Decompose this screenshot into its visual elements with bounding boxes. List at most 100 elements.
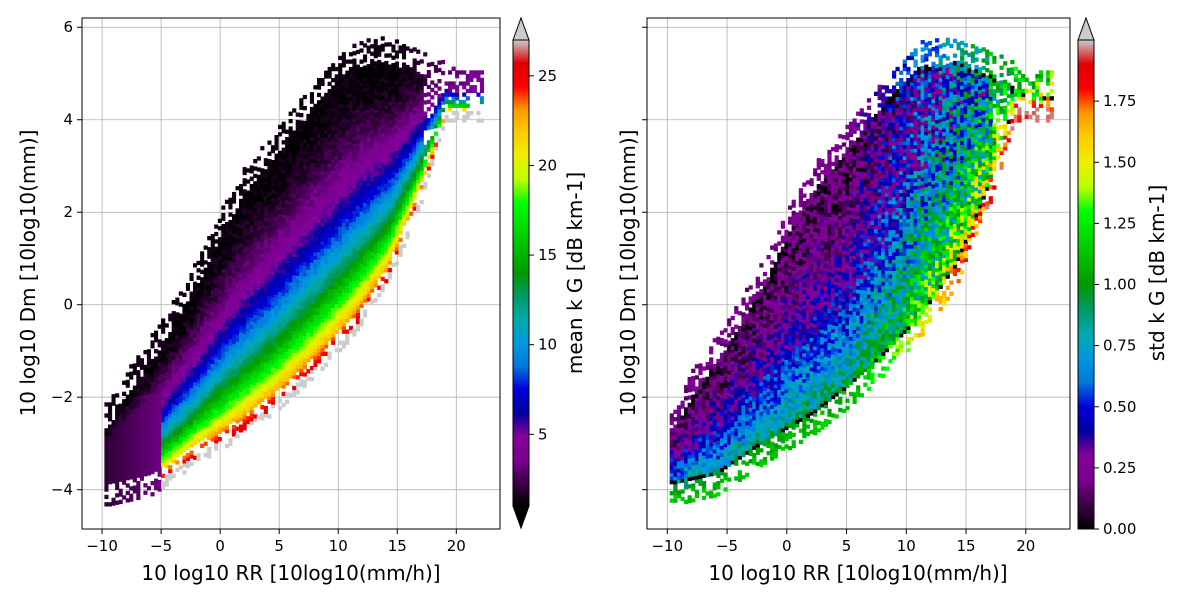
heatmap-cell [345, 188, 350, 194]
heatmap-cell [327, 177, 332, 183]
heatmap-cell [185, 353, 190, 358]
heatmap-cell [402, 62, 407, 67]
heatmap-cell [270, 215, 275, 220]
heatmap-cell [359, 259, 364, 264]
heatmap-cell [235, 219, 240, 224]
heatmap-cell [405, 164, 410, 169]
heatmap-cell [196, 431, 201, 436]
heatmap-cell [391, 77, 396, 83]
heatmap-cell [309, 188, 314, 193]
heatmap-cell [309, 303, 314, 308]
heatmap-cell [196, 312, 201, 317]
heatmap-cell [118, 455, 123, 460]
heatmap-cell [242, 207, 247, 213]
heatmap-cell [129, 464, 134, 469]
heatmap-cell [157, 402, 162, 407]
heatmap-cell [370, 255, 375, 260]
heatmap-cell [221, 257, 226, 262]
heatmap-cell [260, 231, 265, 236]
heatmap-cell [377, 285, 382, 290]
heatmap-cell [306, 232, 311, 237]
heatmap-cell [384, 142, 389, 147]
heatmap-cell [150, 451, 155, 456]
heatmap-cell [203, 308, 208, 313]
heatmap-cell [270, 204, 275, 209]
heatmap-cell [313, 292, 318, 297]
heatmap-cell [228, 275, 233, 280]
heatmap-cell [175, 427, 180, 432]
heatmap-cell [302, 339, 307, 344]
heatmap-cell [384, 231, 389, 236]
heatmap-cell [313, 310, 318, 316]
heatmap-cell [402, 143, 407, 149]
heatmap-cell [178, 380, 183, 385]
heatmap-cell [224, 303, 229, 308]
heatmap-cell [164, 397, 169, 402]
heatmap-cell [239, 261, 244, 266]
heatmap-cell [178, 332, 183, 337]
heatmap-cell [217, 348, 222, 353]
heatmap-cell [246, 382, 251, 388]
heatmap-cell [260, 405, 265, 410]
heatmap-cell [157, 461, 162, 466]
heatmap-cell [366, 108, 371, 113]
heatmap-cell [161, 462, 166, 467]
heatmap-cell [384, 75, 389, 80]
heatmap-cell [182, 418, 187, 423]
heatmap-cell [341, 251, 346, 257]
heatmap-cell [256, 219, 261, 224]
heatmap-cell [175, 334, 180, 339]
heatmap-cell [306, 328, 311, 333]
heatmap-cell [324, 233, 329, 238]
heatmap-cell [270, 296, 275, 302]
heatmap-cell [178, 361, 183, 366]
heatmap-cell [359, 322, 364, 327]
heatmap-cell [320, 166, 325, 172]
heatmap-cell [207, 384, 212, 389]
heatmap-cell [193, 381, 198, 386]
heatmap-cell [154, 419, 159, 424]
heatmap-cell [352, 258, 357, 263]
heatmap-cell [189, 435, 194, 441]
heatmap-cell [278, 380, 283, 385]
heatmap-cell [387, 156, 392, 162]
heatmap-cell [246, 334, 251, 340]
heatmap-cell [299, 327, 304, 332]
heatmap-cell [355, 179, 360, 184]
heatmap-cell [327, 196, 332, 201]
heatmap-cell [132, 433, 137, 438]
heatmap-cell [324, 333, 329, 338]
heatmap-cell [306, 339, 311, 344]
heatmap-cell [352, 62, 357, 67]
heatmap-cell [299, 120, 304, 125]
heatmap-cell [409, 111, 414, 116]
heatmap-cell [391, 174, 396, 179]
heatmap-cell [373, 242, 378, 247]
heatmap-cell [352, 143, 357, 148]
heatmap-cell [324, 218, 329, 223]
heatmap-cell [352, 291, 357, 296]
heatmap-cell [217, 359, 222, 364]
heatmap-cell [249, 191, 254, 196]
heatmap-cell [274, 223, 279, 229]
heatmap-cell [370, 96, 375, 101]
heatmap-cell [185, 327, 190, 332]
heatmap-cell [270, 378, 275, 383]
heatmap-cell [214, 413, 219, 418]
heatmap-cell [306, 117, 311, 122]
heatmap-cell [132, 385, 137, 390]
heatmap-cell [324, 137, 329, 142]
heatmap-cell [355, 75, 360, 80]
heatmap-cell [341, 207, 346, 212]
heatmap-cell [370, 44, 375, 49]
heatmap-cell [267, 366, 272, 371]
heatmap-cell [263, 265, 268, 270]
heatmap-cell [345, 78, 350, 83]
heatmap-cell [224, 421, 229, 426]
heatmap-cell [274, 194, 279, 199]
heatmap-cell [239, 428, 244, 433]
heatmap-cell [217, 237, 222, 242]
heatmap-cell [302, 272, 307, 277]
heatmap-cell [260, 238, 265, 243]
heatmap-cell [118, 451, 123, 456]
